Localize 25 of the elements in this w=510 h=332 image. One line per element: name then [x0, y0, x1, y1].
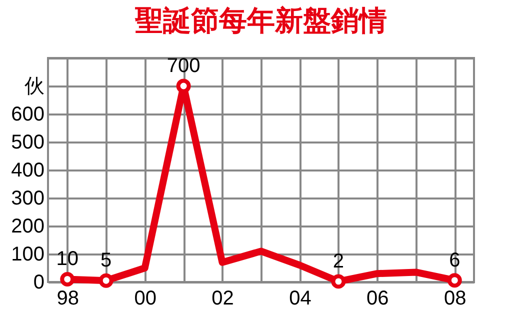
y-tick-label: 伙 [24, 76, 44, 98]
point [60, 272, 75, 286]
data-label: 5 [100, 250, 112, 272]
y-tick-label: 500 [11, 132, 44, 154]
point [331, 274, 346, 289]
x-tick-label: 00 [134, 288, 156, 310]
x-tick-label: 98 [56, 288, 79, 310]
data-label: 6 [449, 249, 460, 272]
point [98, 273, 114, 288]
data-label: 700 [166, 55, 200, 77]
y-tick-label: 100 [11, 244, 44, 266]
y-tick-label: 400 [11, 160, 44, 182]
y-tick-label: 300 [11, 188, 44, 210]
point [447, 273, 462, 288]
y-tick-label: 200 [11, 216, 44, 238]
data-label: 2 [332, 250, 344, 272]
x-tick-label: 02 [212, 288, 234, 310]
point [176, 78, 191, 94]
x-tick-label: 06 [366, 288, 389, 310]
y-tick-label: 0 [33, 272, 44, 294]
chart-title: 聖誕節每年新盤銷情 [134, 4, 387, 37]
data-label: 10 [56, 248, 78, 270]
x-tick-label: 04 [289, 288, 312, 310]
x-tick-label: 08 [444, 288, 466, 310]
y-tick-label: 600 [11, 104, 44, 126]
